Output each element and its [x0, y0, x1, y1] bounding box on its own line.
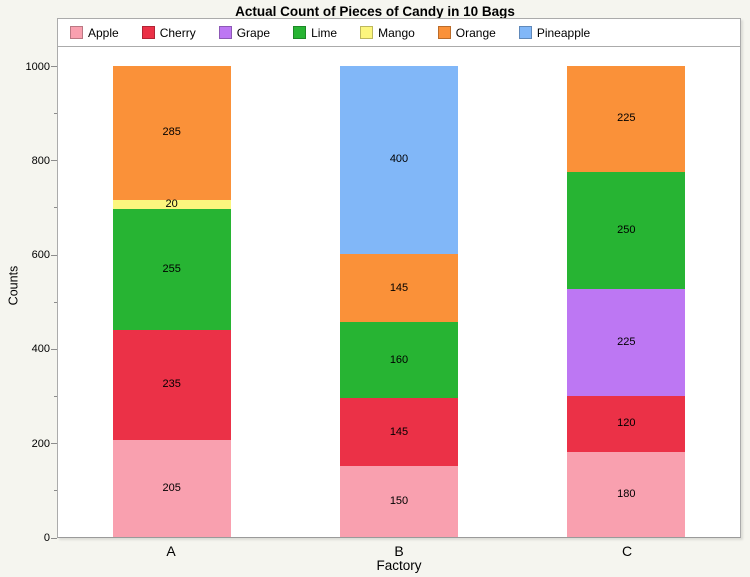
legend-item-mango: Mango — [360, 26, 415, 40]
segment-value-label: 205 — [162, 482, 181, 495]
legend-swatch-grape — [218, 26, 232, 39]
legend-item-pineapple: Pineapple — [518, 25, 591, 40]
y-axis-title: Counts — [6, 265, 21, 306]
segment-value-label: 20 — [165, 198, 178, 211]
y-tick-900 — [54, 113, 57, 115]
legend-label-orange: Orange — [455, 25, 496, 40]
bar-segment-orange-A: 285 — [112, 65, 231, 200]
legend-swatch-orange — [437, 26, 451, 39]
y-tick-500 — [54, 301, 57, 303]
bar-segment-pineapple-B: 400 — [340, 65, 458, 255]
bar-segment-apple-C: 180 — [567, 452, 686, 537]
bar-segment-cherry-C: 120 — [567, 395, 686, 453]
y-tick-label-0: 0 — [43, 532, 50, 544]
segment-value-label: 145 — [389, 425, 409, 438]
bar-segment-orange-B: 145 — [340, 254, 458, 323]
bar-A: 205 235 255 20 285 — [112, 65, 231, 537]
legend-item-orange: Orange — [437, 25, 496, 40]
y-tick-label-800: 800 — [31, 154, 50, 167]
legend-item-lime: Lime — [293, 26, 337, 40]
segment-value-label: 160 — [389, 353, 409, 366]
bar-B: 150 145 160 145 400 — [340, 65, 458, 537]
segment-value-label: 250 — [617, 224, 636, 237]
y-tick-700 — [54, 207, 57, 209]
y-tick-label-1000: 1000 — [25, 60, 50, 73]
plot-area-inner: 205 235 255 20 285 150 145 160 145 400 180 120 225 25… — [58, 47, 740, 537]
bar-segment-grape-C: 225 — [567, 289, 686, 396]
segment-value-label: 150 — [389, 495, 409, 508]
x-category-label-A: A — [166, 543, 176, 559]
segment-value-label: 285 — [162, 126, 181, 139]
y-tick-label-600: 600 — [31, 249, 50, 262]
segment-value-label: 120 — [617, 417, 636, 430]
segment-value-label: 400 — [389, 153, 409, 166]
y-tick-0 — [51, 537, 57, 539]
bar-segment-lime-B: 160 — [340, 322, 458, 398]
bar-segment-apple-B: 150 — [340, 466, 458, 537]
legend-label-pineapple: Pineapple — [536, 25, 591, 40]
legend-label-mango: Mango — [378, 25, 415, 40]
y-tick-200 — [51, 443, 57, 445]
bar-segment-lime-A: 255 — [112, 209, 231, 330]
segment-value-label: 225 — [617, 112, 636, 125]
bar-segment-apple-A: 205 — [112, 440, 231, 537]
y-tick-label-200: 200 — [31, 437, 50, 450]
segment-value-label: 145 — [389, 281, 409, 294]
plot-area: 205 235 255 20 285 150 145 160 145 400 180 120 225 25… — [57, 47, 741, 538]
legend-label-grape: Grape — [236, 25, 271, 40]
legend-swatch-mango — [360, 26, 374, 39]
bar-segment-lime-C: 250 — [567, 171, 686, 290]
x-category-label-C: C — [621, 543, 633, 559]
y-tick-800 — [51, 160, 57, 162]
y-tick-400 — [51, 348, 57, 350]
legend-swatch-cherry — [141, 26, 155, 39]
bar-segment-mango-A: 20 — [112, 198, 231, 211]
chart-title: Actual Count of Pieces of Candy in 10 Ba… — [235, 4, 515, 19]
y-tick-300 — [54, 396, 57, 398]
legend-label-cherry: Cherry — [159, 25, 196, 40]
y-tick-label-400: 400 — [31, 343, 50, 356]
legend: Apple Cherry Grape Lime Mango Orange Pineapple — [57, 18, 741, 47]
segment-value-label: 180 — [617, 488, 636, 501]
y-tick-600 — [51, 254, 57, 256]
y-tick-100 — [54, 490, 57, 492]
legend-swatch-apple — [70, 26, 83, 39]
y-tick-1000 — [51, 66, 57, 67]
x-axis-title: Factory — [376, 558, 422, 573]
bar-segment-orange-C: 225 — [567, 65, 686, 172]
legend-item-grape: Grape — [218, 25, 271, 40]
bar-C: 180 120 225 250 225 — [567, 65, 686, 537]
legend-swatch-lime — [293, 26, 307, 39]
legend-swatch-pineapple — [518, 26, 532, 39]
legend-label-lime: Lime — [311, 25, 338, 40]
bar-segment-cherry-A: 235 — [112, 329, 231, 441]
bar-segment-cherry-B: 145 — [340, 397, 458, 467]
segment-value-label: 255 — [162, 262, 181, 275]
x-category-label-B: B — [394, 543, 404, 559]
segment-value-label: 235 — [162, 378, 181, 391]
legend-item-cherry: Cherry — [141, 25, 196, 40]
legend-item-apple: Apple — [70, 26, 119, 40]
segment-value-label: 225 — [617, 336, 636, 349]
legend-label-apple: Apple — [88, 25, 119, 40]
chart-frame: Apple Cherry Grape Lime Mango Orange Pineapple… — [57, 18, 741, 538]
